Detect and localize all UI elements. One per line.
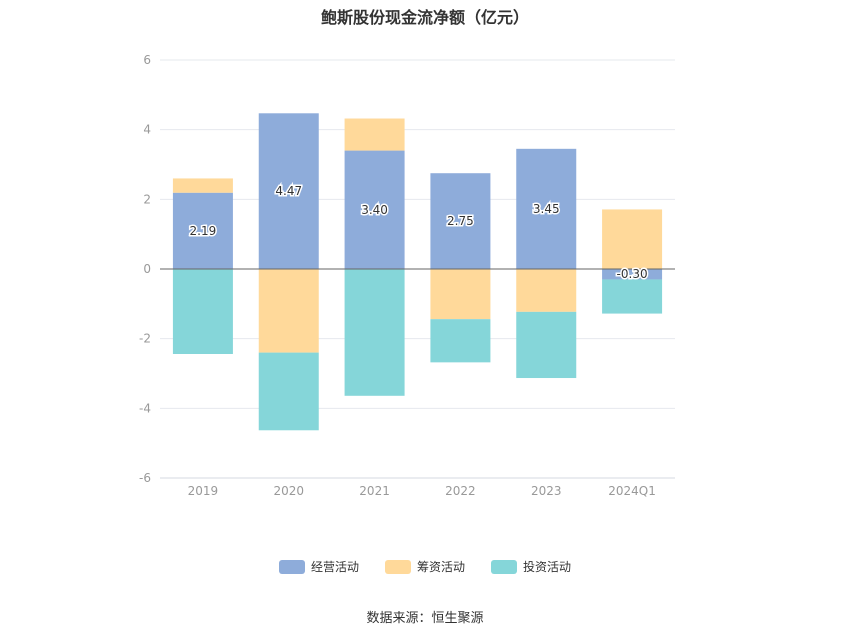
legend-swatch <box>491 559 517 574</box>
y-tick-label: 0 <box>143 262 151 276</box>
legend-label: 经营活动 <box>310 560 359 574</box>
chart-legend: 经营活动 筹资活动 投资活动 <box>0 558 850 575</box>
data-label: -0.30 <box>617 267 648 281</box>
bar-investing <box>258 352 319 431</box>
data-label: 2.19 <box>190 224 217 238</box>
y-tick-label: 2 <box>143 192 151 206</box>
y-tick-label: -4 <box>139 401 151 415</box>
stacked-bar-chart: 6 4 2 0 -2 -4 -6 2019 2020 2021 2022 2023 2024Q1 2.19… <box>139 53 675 498</box>
bar-financing <box>344 118 405 151</box>
bar-financing <box>258 269 319 353</box>
legend-label: 投资活动 <box>523 560 572 574</box>
x-tick-label: 2023 <box>531 484 562 498</box>
bar-operating <box>602 269 663 280</box>
x-tick-label: 2024Q1 <box>608 484 656 498</box>
bar-financing <box>172 178 233 193</box>
data-label: 3.45 <box>533 202 560 216</box>
legend-item[interactable]: 经营活动 <box>278 558 359 575</box>
y-tick-label: 6 <box>143 53 151 67</box>
data-label: 4.47 <box>275 184 302 198</box>
bar-financing <box>602 209 663 269</box>
bar-financing <box>430 269 491 320</box>
legend-label: 筹资活动 <box>416 560 465 574</box>
legend-swatch <box>278 559 305 574</box>
y-tick-label: -2 <box>139 332 151 346</box>
bar-investing <box>172 269 233 354</box>
bar-operating <box>258 113 319 269</box>
legend-swatch <box>384 559 411 574</box>
data-source-note: 数据来源：恒生聚源 <box>366 611 484 626</box>
x-tick-label: 2019 <box>188 484 219 498</box>
bar-investing <box>344 269 405 396</box>
bar-financing <box>516 269 577 312</box>
bar-investing <box>516 311 577 379</box>
legend-item[interactable]: 投资活动 <box>491 558 571 575</box>
data-label: 2.75 <box>447 214 474 228</box>
bar-operating <box>344 150 405 269</box>
bar-operating <box>172 192 233 269</box>
y-tick-label: 4 <box>143 123 151 137</box>
bar-operating <box>516 148 577 269</box>
bar-investing <box>602 279 663 314</box>
bar-investing <box>430 319 491 363</box>
x-tick-label: 2021 <box>359 484 390 498</box>
x-tick-label: 2022 <box>445 484 476 498</box>
x-tick-label: 2020 <box>273 484 304 498</box>
bar-operating <box>430 173 491 269</box>
y-tick-label: -6 <box>139 471 151 485</box>
data-label: 3.40 <box>361 203 388 217</box>
chart-title: 鲍斯股份现金流净额（亿元） <box>320 8 529 27</box>
legend-item[interactable]: 筹资活动 <box>384 558 465 575</box>
